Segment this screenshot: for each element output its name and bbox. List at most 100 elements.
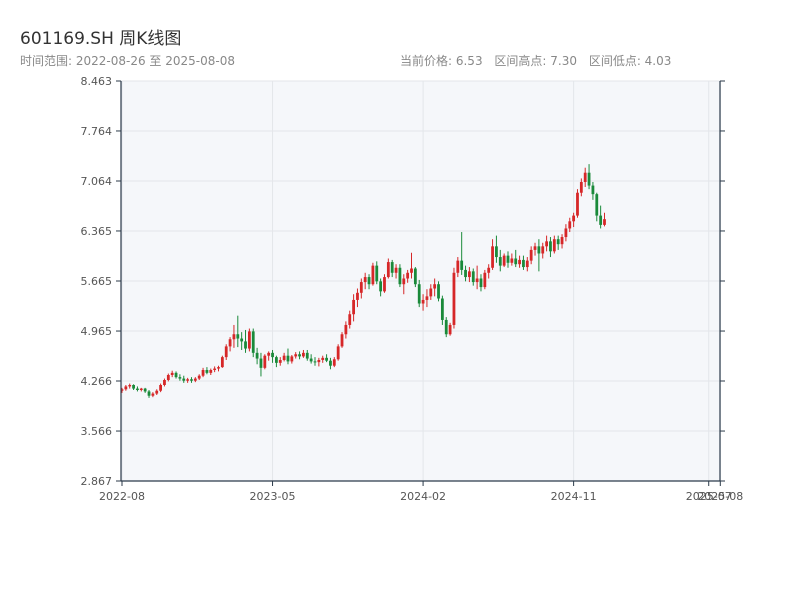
candle <box>174 371 178 379</box>
candle-body <box>417 284 421 304</box>
candle <box>367 274 371 290</box>
candle-body <box>591 185 595 195</box>
candle <box>583 167 587 188</box>
candle-body <box>348 314 352 325</box>
range-high-label: 区间高点: 7.30 <box>494 54 577 68</box>
candle <box>417 279 421 308</box>
candle-body <box>537 246 541 254</box>
candle-body <box>201 369 205 376</box>
candle <box>394 264 398 279</box>
candle <box>329 357 332 370</box>
candle <box>155 389 159 396</box>
candle-body <box>491 246 494 268</box>
candle <box>537 239 541 272</box>
chart-title: 601169.SH 周K线图 <box>20 29 182 49</box>
candle-body <box>159 385 162 391</box>
candle-body <box>325 357 328 361</box>
candle <box>190 377 193 383</box>
candle <box>255 347 259 365</box>
candle <box>425 289 429 308</box>
candle <box>336 344 340 361</box>
candle-body <box>487 267 491 273</box>
candle <box>286 348 290 365</box>
candle <box>302 349 305 358</box>
x-tick-label: 2023-05 <box>250 490 296 503</box>
candle <box>541 242 545 259</box>
candle-body <box>143 388 147 392</box>
candle <box>197 374 201 380</box>
candle-body <box>155 390 159 394</box>
candle <box>379 278 383 297</box>
candle-body <box>383 277 386 292</box>
candle-body <box>603 219 606 225</box>
candle-body <box>247 331 251 349</box>
candle-body <box>147 391 151 396</box>
candle <box>259 352 263 377</box>
candle <box>228 337 232 352</box>
candle <box>244 329 247 353</box>
candle-body <box>495 246 498 258</box>
candle-body <box>471 271 475 283</box>
candle-body <box>379 281 383 292</box>
candle-body <box>595 194 599 216</box>
candle <box>576 189 579 218</box>
candle <box>166 373 170 382</box>
candle-body <box>305 352 309 359</box>
candle-body <box>541 246 545 254</box>
candle-body <box>564 228 568 238</box>
candle-body <box>228 339 232 347</box>
candle <box>120 387 124 393</box>
candle-body <box>587 172 591 186</box>
candle <box>398 264 402 288</box>
candle-body <box>263 355 267 368</box>
candle <box>348 310 352 329</box>
candle-body <box>182 378 186 381</box>
candle-body <box>282 355 286 360</box>
candle <box>356 288 359 308</box>
candle-body <box>166 374 170 380</box>
y-tick-label: 7.064 <box>81 175 113 188</box>
candle-body <box>317 359 321 363</box>
candle <box>305 349 309 361</box>
candle <box>471 268 475 286</box>
candle-body <box>549 241 552 252</box>
candle <box>298 351 301 360</box>
candle-body <box>139 388 143 391</box>
candle-body <box>579 182 583 193</box>
candle-body <box>425 296 429 300</box>
candle-body <box>352 299 355 315</box>
candle <box>294 352 298 359</box>
candle <box>549 237 552 258</box>
candle <box>545 235 548 252</box>
candle-body <box>599 215 603 225</box>
candle-body <box>545 241 548 247</box>
candle-body <box>267 352 271 356</box>
y-tick-label: 6.365 <box>81 225 113 238</box>
candle-body <box>120 389 124 391</box>
candle-body <box>151 393 155 396</box>
date-range-label: 时间范围: 2022-08-26 至 2025-08-08 <box>20 54 235 68</box>
candle-body <box>444 319 448 335</box>
candle-body <box>413 268 417 285</box>
candle <box>522 255 525 270</box>
candle-body <box>294 354 298 357</box>
candle <box>309 354 313 364</box>
x-tick-label: 2024-11 <box>551 490 597 503</box>
candle <box>564 224 568 242</box>
candle <box>163 378 166 387</box>
candle <box>406 269 410 283</box>
candle <box>278 357 282 366</box>
candle-body <box>359 282 363 293</box>
candle-body <box>437 284 440 299</box>
candle <box>151 392 155 398</box>
candle-body <box>464 269 467 278</box>
candle-body <box>313 361 317 363</box>
candle <box>178 374 182 381</box>
candle-body <box>136 388 139 391</box>
candle <box>136 386 139 392</box>
candle-body <box>255 352 259 359</box>
candle-body <box>197 375 201 379</box>
candle-body <box>286 355 290 362</box>
candle <box>552 235 556 254</box>
candle <box>506 251 510 268</box>
